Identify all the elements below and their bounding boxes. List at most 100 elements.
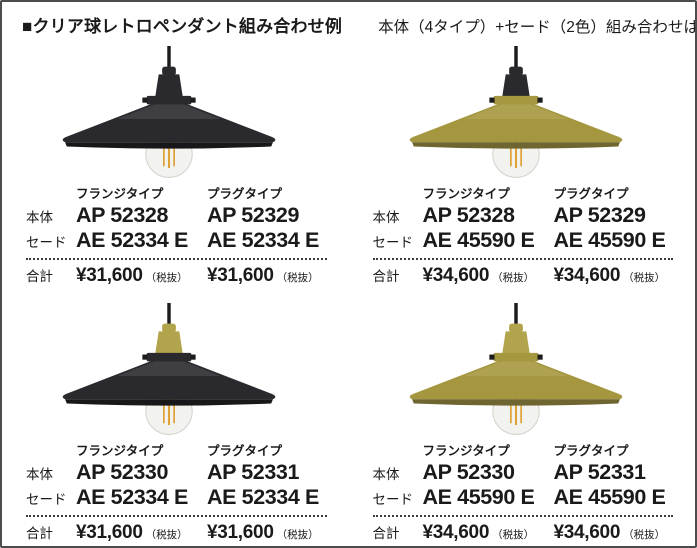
screw-right <box>537 97 543 103</box>
screw-right <box>190 354 196 360</box>
screw-left <box>142 354 148 360</box>
screw-right <box>190 97 196 103</box>
shade-rim <box>411 399 620 406</box>
socket-cap <box>162 323 177 333</box>
combo-card-brass-black: フランジタイプ プラグタイプ 本体 AP 52330 AP 52331 セード … <box>2 295 349 544</box>
shade-code-plug: AE 52334 E <box>207 228 319 253</box>
column-header-flange: フランジタイプ <box>76 187 164 201</box>
body-code-flange: AP 52328 <box>422 203 515 227</box>
price-value: ¥31,600 <box>207 522 274 544</box>
dotted-divider <box>26 258 327 261</box>
pendant-lamp-image <box>373 295 696 437</box>
row-label-total: 合計 <box>372 526 400 542</box>
shade-collar <box>146 95 192 105</box>
shade-collar <box>146 352 192 362</box>
screw-right <box>537 354 543 360</box>
column-header-plug: プラグタイプ <box>553 444 629 458</box>
spec-table: フランジタイプ プラグタイプ 本体 AP 52328 AP 52329 セード … <box>26 183 349 252</box>
tax-note: （税抜） <box>492 529 535 542</box>
spec-table: フランジタイプ プラグタイプ 本体 AP 52330 AP 52331 セード … <box>26 440 349 509</box>
shade-code-plug: AE 52334 E <box>207 485 319 510</box>
socket-body <box>502 74 530 101</box>
total-price-plug: ¥34,600 （税抜） <box>554 522 685 544</box>
screw-left <box>489 97 495 103</box>
column-header-flange: フランジタイプ <box>422 187 510 201</box>
shade <box>409 102 623 143</box>
screw-left <box>142 97 148 103</box>
price-value: ¥31,600 <box>207 265 274 287</box>
shade <box>62 102 276 143</box>
tax-note: （税抜） <box>276 272 319 285</box>
body-code-flange: AP 52328 <box>76 203 169 227</box>
combo-card-black-black: フランジタイプ プラグタイプ 本体 AP 52328 AP 52329 セード … <box>2 46 349 295</box>
combo-card-brass-brass: フランジタイプ プラグタイプ 本体 AP 52330 AP 52331 セード … <box>349 295 696 544</box>
row-label-total: 合計 <box>372 269 400 285</box>
socket-body <box>155 74 183 101</box>
body-code-plug: AP 52329 <box>207 203 300 227</box>
shade-code-flange: AE 45590 E <box>422 485 535 510</box>
pendant-lamp-graphic <box>409 303 623 435</box>
shade-rim <box>65 399 274 406</box>
body-code-plug: AP 52331 <box>207 460 300 484</box>
body-code-flange: AP 52330 <box>422 460 515 484</box>
row-label-shade: セード <box>26 235 67 251</box>
row-label-body: 本体 <box>372 467 400 482</box>
tax-note: （税抜） <box>623 272 666 285</box>
pendant-lamp-graphic <box>62 46 276 178</box>
shade-collar <box>493 352 539 362</box>
row-label-body: 本体 <box>26 467 53 482</box>
cord <box>514 303 518 329</box>
row-label-shade: セード <box>372 492 414 508</box>
totals-row: 合計 ¥34,600 （税抜） ¥34,600 （税抜） <box>373 265 696 287</box>
section-title: ■クリア球レトロペンダント組み合わせ例 <box>22 17 343 36</box>
socket-cap <box>508 323 523 333</box>
totals-row: 合計 ¥31,600 （税抜） ¥31,600 （税抜） <box>26 522 349 544</box>
column-header-plug: プラグタイプ <box>207 444 283 458</box>
pendant-lamp-image <box>26 46 349 180</box>
price-value: ¥34,600 <box>553 522 621 544</box>
shade-rim <box>411 142 620 149</box>
row-label-body: 本体 <box>26 210 53 225</box>
section-subtitle: 本体（4タイプ）+セード（2色）組み合わせは自由 <box>378 19 697 36</box>
row-label-shade: セード <box>26 492 67 508</box>
price-value: ¥31,600 <box>76 265 143 287</box>
pendant-lamp-graphic <box>409 46 623 178</box>
column-header-plug: プラグタイプ <box>207 187 283 201</box>
body-code-flange: AP 52330 <box>76 460 169 484</box>
row-label-shade: セード <box>372 235 414 251</box>
tax-note: （税抜） <box>492 272 535 285</box>
shade-highlight <box>464 361 568 377</box>
spec-table: フランジタイプ プラグタイプ 本体 AP 52328 AP 52329 セード … <box>373 183 696 252</box>
shade <box>62 359 276 400</box>
dotted-divider <box>372 258 673 261</box>
cord <box>167 46 171 72</box>
total-price-plug: ¥31,600 （税抜） <box>207 265 338 287</box>
tax-note: （税抜） <box>276 529 319 542</box>
combo-grid: フランジタイプ プラグタイプ 本体 AP 52328 AP 52329 セード … <box>2 46 695 544</box>
page-header: ■クリア球レトロペンダント組み合わせ例 本体（4タイプ）+セード（2色）組み合わ… <box>2 2 695 46</box>
socket-cap <box>508 66 523 76</box>
tax-note: （税抜） <box>145 529 188 542</box>
shade-highlight <box>464 104 568 120</box>
shade-code-flange: AE 45590 E <box>422 228 535 253</box>
row-label-total: 合計 <box>26 526 53 542</box>
total-price-flange: ¥34,600 （税抜） <box>423 522 554 544</box>
dotted-divider <box>26 515 327 518</box>
price-value: ¥34,600 <box>422 265 490 287</box>
socket-cap <box>162 66 177 76</box>
pendant-lamp-graphic <box>62 303 276 435</box>
cord <box>167 303 171 329</box>
tax-note: （税抜） <box>623 529 666 542</box>
socket-body <box>155 331 183 358</box>
tax-note: （税抜） <box>145 272 188 285</box>
body-code-plug: AP 52329 <box>553 203 646 227</box>
screw-left <box>489 354 495 360</box>
total-price-flange: ¥31,600 （税抜） <box>76 522 207 544</box>
pendant-lamp-image <box>373 46 696 180</box>
column-header-plug: プラグタイプ <box>553 187 629 201</box>
shade-rim <box>65 142 274 149</box>
spec-table: フランジタイプ プラグタイプ 本体 AP 52330 AP 52331 セード … <box>373 440 696 509</box>
column-header-flange: フランジタイプ <box>76 444 164 458</box>
shade-highlight <box>117 104 221 120</box>
